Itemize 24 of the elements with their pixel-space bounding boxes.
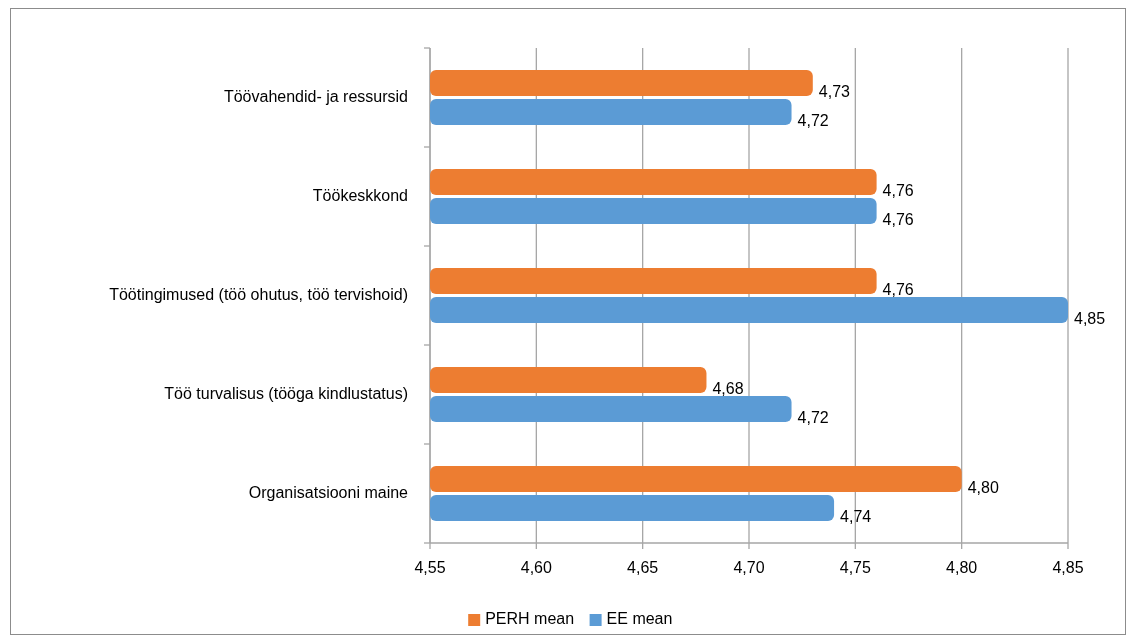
data-label: 4,80 [967, 479, 999, 497]
x-tick-label: 4,70 [733, 559, 765, 576]
y-tick-label: Töötingimused (töö ohutus, töö tervishoid) [109, 285, 408, 303]
data-label: 4,72 [797, 409, 829, 427]
data-label: 4,68 [712, 380, 744, 398]
data-label: 4,76 [882, 182, 914, 200]
data-label: 4,85 [1074, 310, 1106, 328]
data-label: 4,74 [840, 508, 872, 526]
legend-label: PERH mean [485, 610, 575, 628]
x-tick-label: 4,60 [520, 559, 553, 576]
y-tick-label: Töökeskkond [312, 186, 408, 204]
data-label: 4,72 [797, 112, 829, 130]
y-tick-label: Töö turvalisus (tööga kindlustatus) [164, 384, 408, 402]
x-tick-label: 4,75 [839, 559, 872, 576]
data-label: 4,76 [882, 281, 914, 299]
x-tick-label: 4,85 [1052, 559, 1084, 576]
y-tick-label: Töövahendid- ja ressursid [223, 87, 408, 105]
data-label: 4,73 [818, 83, 851, 101]
data-label: 4,76 [882, 211, 914, 229]
x-tick-label: 4,80 [946, 559, 978, 576]
x-tick-label: 4,55 [414, 559, 446, 576]
y-tick-label: Organisatsiooni maine [248, 483, 409, 501]
legend-label: EE mean [606, 610, 673, 628]
x-tick-label: 4,65 [627, 559, 659, 576]
